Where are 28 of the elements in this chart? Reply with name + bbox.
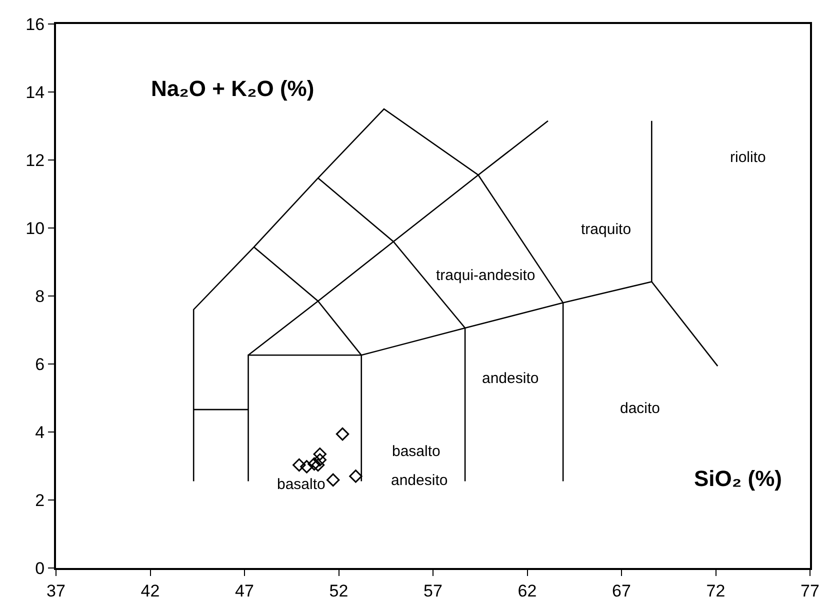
annotation: riolito: [730, 149, 766, 166]
y-tick-label: 12: [26, 150, 45, 170]
x-tick-label: 62: [518, 581, 537, 600]
x-axis-title: SiO₂ (%): [694, 466, 782, 491]
x-tick-label: 52: [329, 581, 348, 600]
y-tick-label: 14: [26, 82, 45, 102]
y-tick-label: 16: [26, 14, 45, 34]
annotation: andesito: [482, 370, 539, 387]
x-tick-label: 47: [235, 581, 254, 600]
x-tick-label: 42: [140, 581, 160, 600]
y-tick-label: 8: [35, 286, 45, 306]
x-tick-label: 72: [706, 581, 726, 600]
annotation: dacito: [620, 400, 660, 417]
x-tick-label: 77: [800, 581, 820, 600]
x-tick-label: 37: [46, 581, 66, 600]
annotation: basalto: [277, 476, 326, 493]
annotation: andesito: [391, 472, 448, 489]
y-tick-label: 0: [35, 558, 45, 578]
x-tick-label: 57: [424, 581, 442, 600]
annotation: traqui-andesito: [436, 267, 536, 284]
y-tick-label: 2: [35, 490, 45, 510]
y-tick-label: 10: [26, 218, 45, 238]
x-tick-label: 67: [612, 581, 631, 600]
annotation: traquito: [581, 221, 632, 238]
y-tick-label: 6: [35, 354, 45, 374]
annotation: basalto: [392, 443, 440, 460]
y-axis-title: Na₂O + K₂O (%): [151, 76, 314, 101]
y-tick-label: 4: [35, 422, 45, 442]
